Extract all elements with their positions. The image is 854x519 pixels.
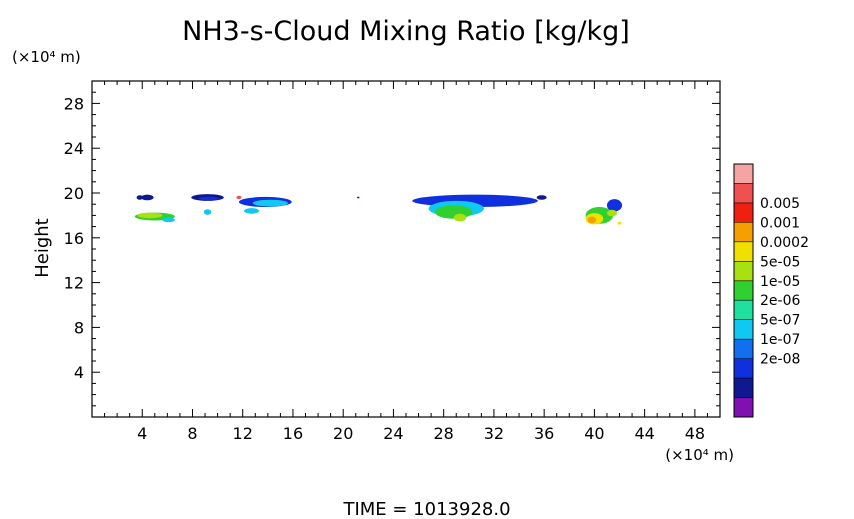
cloud-blob bbox=[536, 195, 547, 200]
cloud-blob bbox=[617, 221, 622, 225]
y-tick-label: 28 bbox=[64, 94, 84, 113]
colorbar-label: 2e-08 bbox=[760, 352, 800, 368]
chart-title: NH3-s-Cloud Mixing Ratio [kg/kg] bbox=[182, 16, 630, 47]
cloud-blob bbox=[236, 195, 242, 200]
colorbar-segment bbox=[734, 339, 753, 360]
cloud-blob bbox=[252, 199, 288, 207]
y-tick-label: 16 bbox=[64, 229, 84, 248]
x-tick-label: 48 bbox=[685, 424, 705, 443]
colorbar-frame bbox=[733, 163, 754, 418]
cloud-field bbox=[134, 194, 623, 225]
colorbar-segment bbox=[734, 202, 753, 223]
x-tick-label: 8 bbox=[187, 424, 197, 443]
x-tick-label: 44 bbox=[634, 424, 654, 443]
colorbar-segment bbox=[734, 378, 753, 399]
colorbar-segment bbox=[734, 261, 753, 282]
x-tick-label: 16 bbox=[283, 424, 303, 443]
y-tick-labels: 4 8 12 16 20 24 28 bbox=[64, 94, 84, 382]
y-tick-label: 8 bbox=[74, 318, 84, 337]
colorbar-segment bbox=[734, 222, 753, 243]
y-axis-label: Height bbox=[32, 218, 53, 278]
cloud-blob bbox=[198, 196, 219, 201]
colorbar-segment bbox=[734, 164, 753, 184]
cloud-blob bbox=[453, 213, 467, 222]
cloud-blob bbox=[606, 199, 623, 212]
colorbar-segment bbox=[734, 358, 753, 379]
colorbar-label: 1e-07 bbox=[760, 332, 800, 348]
y-tick-label: 20 bbox=[64, 184, 84, 203]
cloud-blob bbox=[243, 208, 260, 214]
colorbar-label: 1e-05 bbox=[760, 274, 800, 290]
x-tick-label: 40 bbox=[584, 424, 604, 443]
colorbar: 0.005 0.001 0.0002 5e-05 1e-05 2e-06 5e-07 1e-0… bbox=[733, 163, 809, 418]
cloud-blob bbox=[136, 195, 143, 200]
x-tick-label: 4 bbox=[137, 424, 147, 443]
colorbar-label: 0.001 bbox=[760, 215, 800, 231]
colorbar-segment bbox=[734, 319, 753, 340]
x-tick-label: 28 bbox=[434, 424, 454, 443]
cloud-blob bbox=[162, 217, 175, 223]
x-tick-label: 36 bbox=[534, 424, 554, 443]
y-axis-unit: (×10⁴ m) bbox=[12, 48, 81, 66]
x-tick-label: 12 bbox=[233, 424, 253, 443]
colorbar-label: 5e-05 bbox=[760, 254, 800, 270]
colorbar-label: 0.0002 bbox=[760, 235, 809, 251]
axis-ticks bbox=[92, 81, 720, 417]
colorbar-segment bbox=[734, 300, 753, 321]
x-axis-unit: (×10⁴ m) bbox=[665, 446, 734, 464]
y-tick-label: 12 bbox=[64, 274, 84, 293]
time-label: TIME = 1013928.0 bbox=[342, 499, 510, 519]
y-tick-label: 4 bbox=[74, 363, 84, 382]
x-tick-label: 24 bbox=[383, 424, 403, 443]
cloud-blob bbox=[434, 205, 473, 219]
x-tick-labels: 4 8 12 16 20 24 28 32 36 40 44 48 bbox=[137, 424, 705, 443]
colorbar-label: 2e-06 bbox=[760, 293, 800, 309]
cloud-blob bbox=[203, 209, 212, 215]
colorbar-segment bbox=[734, 183, 753, 204]
colorbar-segment bbox=[734, 280, 753, 301]
colorbar-label: 0.005 bbox=[760, 196, 800, 212]
cloud-blob bbox=[137, 212, 163, 219]
colorbar-segment bbox=[734, 397, 753, 418]
cloud-blob bbox=[606, 209, 618, 217]
colorbar-label: 5e-07 bbox=[760, 313, 800, 329]
cloud-blob bbox=[140, 194, 154, 201]
plot-frame bbox=[91, 80, 721, 418]
cloud-blob bbox=[587, 216, 597, 224]
cloud-blob bbox=[357, 196, 360, 199]
y-tick-label: 24 bbox=[64, 139, 84, 158]
x-tick-label: 32 bbox=[484, 424, 504, 443]
colorbar-segment bbox=[734, 241, 753, 262]
x-tick-label: 20 bbox=[333, 424, 353, 443]
